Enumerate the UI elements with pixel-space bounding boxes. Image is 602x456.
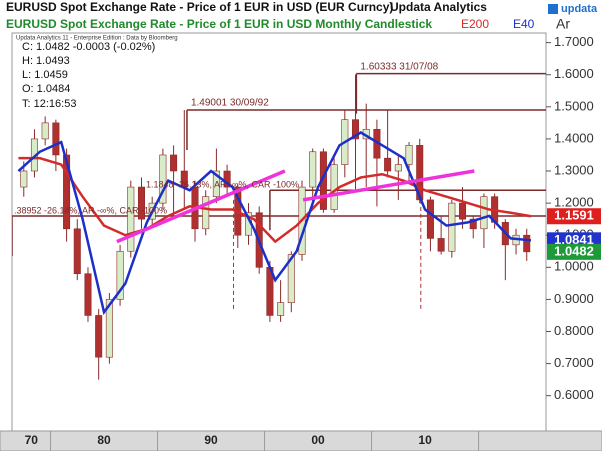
level-label: 1.60333 31/07/08 [360, 61, 438, 72]
candle-body [352, 119, 360, 140]
candle-body [309, 151, 317, 188]
ma-line [18, 156, 532, 244]
candle-body [116, 250, 124, 300]
candle-body [20, 170, 28, 188]
candle-body [52, 122, 60, 156]
legend-entry: E200 [461, 17, 489, 31]
plot-layer [12, 72, 546, 380]
info-line: O: 1.0484 [22, 83, 70, 95]
info-line: L: 1.0459 [22, 69, 68, 81]
y-tick-label: 0.7000 [554, 355, 594, 370]
candle-body [170, 154, 178, 172]
legend-entry: E40 [513, 17, 535, 31]
level-label: 1.49001 30/09/92 [191, 98, 269, 109]
candle-body [426, 199, 434, 239]
logo-icon [548, 4, 558, 14]
x-tick-label: 80 [97, 433, 111, 447]
ma-line [17, 131, 532, 316]
info-line: C: 1.0482 -0.0003 (-0.02%) [22, 41, 155, 53]
y-tick-label: 0.9000 [554, 291, 594, 306]
annotation: .38952 -26.14%, AR -∞%, CAR -100% [14, 205, 167, 215]
y-tick-label: 1.3000 [554, 162, 594, 177]
candle-body [469, 218, 477, 230]
candle-body [84, 273, 92, 316]
candle-body [63, 154, 71, 230]
candle-body [405, 145, 413, 165]
candle-body [41, 122, 49, 140]
subtitle: EURUSD Spot Exchange Rate - Price of 1 E… [6, 17, 432, 31]
candle-body [137, 186, 145, 220]
candle-body [523, 234, 531, 253]
candle-body [73, 228, 81, 275]
y-tick-label: 1.5000 [554, 98, 594, 113]
candle-body [480, 196, 488, 230]
candle-body [105, 299, 113, 358]
candle-body [202, 196, 210, 230]
candle-body [277, 302, 285, 316]
y-tick-label: 0.6000 [554, 387, 594, 402]
candle-body [95, 315, 103, 358]
x-tick-label: 00 [311, 433, 325, 447]
x-tick-label: 10 [418, 433, 432, 447]
trendline [116, 169, 286, 244]
info-source: Updata Analytics 11 - Enterprise Edition… [16, 36, 178, 42]
trendline [302, 169, 475, 202]
candle-body [159, 154, 167, 204]
brand: Updata Analytics [390, 0, 487, 14]
logo: updata [561, 3, 598, 15]
candle-body [394, 164, 402, 172]
y-tick-label: 1.2000 [554, 195, 594, 210]
y-tick-label: 0.8000 [554, 323, 594, 338]
info-line: H: 1.0493 [22, 55, 70, 67]
price-tag [547, 243, 601, 260]
annotation: 1.1848 -26.13%, AR -∞%, CAR -100% [146, 179, 299, 189]
candle-body [127, 186, 135, 252]
candle-body [212, 170, 220, 197]
candle-body [330, 164, 338, 210]
axis-label: Ar [556, 16, 570, 32]
candle-body [384, 157, 392, 172]
y-tick-label: 1.7000 [554, 34, 594, 49]
chart-title: EURUSD Spot Exchange Rate - Price of 1 E… [6, 0, 393, 14]
price-tag [547, 208, 601, 225]
info-line: T: 12:16:53 [22, 98, 76, 110]
price-tag-label: 1.0841 [554, 232, 594, 247]
axes-layer: 0.60000.70000.80000.90001.00001.10001.20… [25, 34, 601, 451]
candle-body [223, 170, 231, 188]
plot-area [11, 32, 547, 432]
y-tick-label: 1.4000 [554, 130, 594, 145]
candle-body [287, 254, 295, 303]
x-tick-label: 90 [204, 433, 218, 447]
price-tag-label: 1.0482 [554, 243, 594, 258]
price-tag-label: 1.1591 [554, 208, 594, 223]
x-axis-bar [0, 430, 602, 452]
x-tick-label: 70 [25, 433, 39, 447]
candle-body [448, 202, 456, 252]
candle-body [437, 238, 445, 252]
y-tick-label: 1.6000 [554, 66, 594, 81]
candle-body [459, 202, 467, 220]
y-tick-label: 1.0000 [554, 259, 594, 274]
